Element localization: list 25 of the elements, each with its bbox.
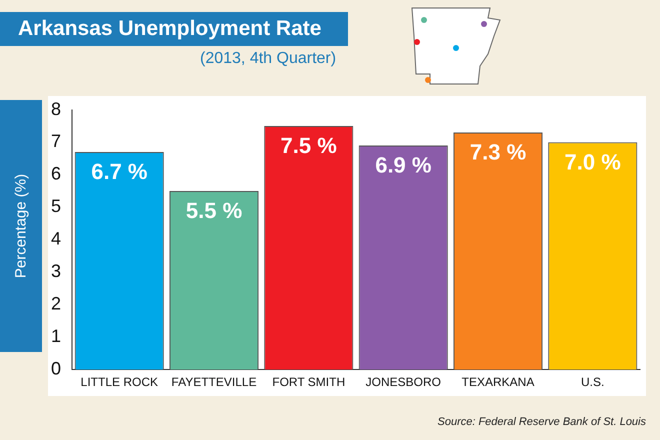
data-label: 7.3 % [470, 140, 526, 165]
y-tick-label: 6 [50, 164, 62, 184]
data-label: 6.9 % [375, 152, 432, 178]
y-tick-label: 1 [50, 326, 62, 346]
data-label: 6.7 % [91, 159, 148, 184]
y-tick-label: 3 [50, 261, 62, 282]
y-tick-label: 7 [50, 131, 62, 152]
y-tick-label: 8 [50, 98, 62, 119]
chart-title: Arkansas Unemployment Rate [0, 12, 348, 46]
x-tick-label: FORT SMITH [272, 375, 346, 390]
y-axis-title: Percentage (%) [12, 174, 30, 278]
data-label: 5.5 % [186, 198, 242, 224]
y-tick-label: 0 [50, 358, 62, 379]
data-label: 7.5 % [280, 133, 337, 158]
x-tick-label: JONESBORO [366, 375, 442, 390]
x-tick-label: TEXARKANA [462, 375, 534, 390]
data-label: 7.0 % [564, 149, 621, 174]
y-tick-label: 2 [50, 294, 62, 314]
x-tick-label: LITTLE ROCK [80, 375, 158, 390]
y-tick-label: 4 [50, 228, 62, 249]
x-tick-label: U.S. [580, 375, 604, 390]
y-tick-label: 5 [50, 196, 62, 216]
chart-subtitle: (2013, 4th Quarter) [200, 50, 336, 68]
source-note: Source: Federal Reserve Bank of St. Louis [438, 416, 646, 428]
x-tick-label: FAYETTEVILLE [171, 375, 257, 390]
